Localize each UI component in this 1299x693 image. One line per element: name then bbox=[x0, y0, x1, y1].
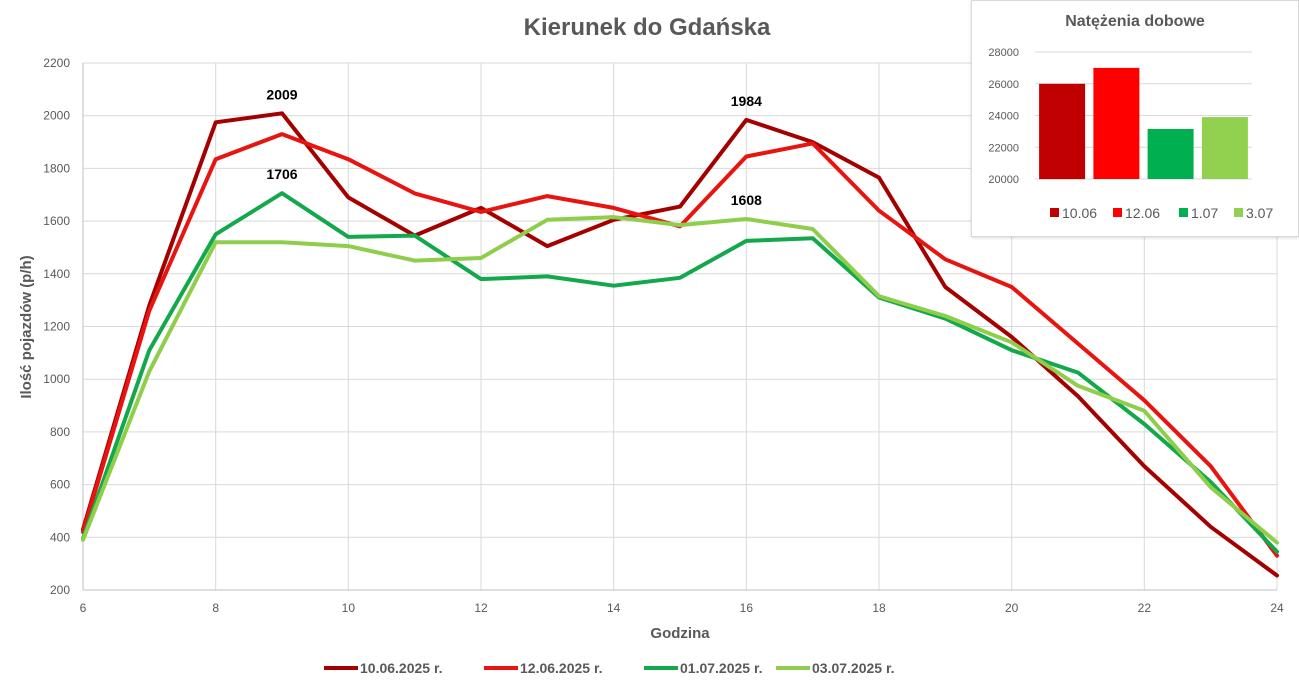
y-tick-label: 1600 bbox=[43, 214, 70, 228]
daily-volume-inset-chart: Natężenia dobowe 20000 22000 24000 26000 280… bbox=[971, 0, 1299, 237]
y-tick-label: 200 bbox=[50, 583, 70, 597]
legend: 10.06.2025 r. 12.06.2025 r. 01.07.2025 r. 0… bbox=[324, 660, 895, 676]
legend-item: 10.06.2025 r. bbox=[324, 660, 443, 676]
y-tick-label: 400 bbox=[50, 530, 70, 544]
x-tick-label: 22 bbox=[1138, 601, 1152, 615]
inset-legend-swatch bbox=[1234, 208, 1243, 217]
inset-y-tick-label: 22000 bbox=[988, 142, 1019, 154]
y-tick-label: 2200 bbox=[43, 56, 70, 70]
x-tick-label: 6 bbox=[80, 601, 87, 615]
inset-legend-label: 3.07 bbox=[1246, 205, 1273, 221]
data-label: 2009 bbox=[266, 86, 297, 102]
y-tick-label: 600 bbox=[50, 478, 70, 492]
x-tick-label: 12 bbox=[474, 601, 488, 615]
legend-item: 03.07.2025 r. bbox=[776, 660, 895, 676]
inset-legend-item: 10.06 bbox=[1050, 205, 1097, 221]
inset-bar bbox=[1147, 129, 1194, 179]
x-tick-label: 24 bbox=[1270, 601, 1284, 615]
legend-item: 12.06.2025 r. bbox=[484, 660, 603, 676]
y-tick-label: 1400 bbox=[43, 267, 70, 281]
inset-bar bbox=[1201, 117, 1248, 179]
inset-legend-item: 3.07 bbox=[1234, 205, 1273, 221]
inset-y-tick-label: 24000 bbox=[988, 111, 1019, 123]
y-tick-label: 1800 bbox=[43, 161, 70, 175]
inset-y-tick-label: 26000 bbox=[988, 79, 1019, 91]
inset-legend-label: 1.07 bbox=[1191, 205, 1218, 221]
y-axis-title: Ilość pojazdów (p/h) bbox=[18, 255, 35, 398]
y-tick-label: 800 bbox=[50, 425, 70, 439]
y-tick-label: 1000 bbox=[43, 372, 70, 386]
inset-legend-swatch bbox=[1113, 208, 1122, 217]
x-tick-label: 8 bbox=[212, 601, 219, 615]
x-tick-label: 16 bbox=[740, 601, 754, 615]
legend-item: 01.07.2025 r. bbox=[644, 660, 763, 676]
axes: 200 400 600 800 1000 1200 1400 1600 1800 2000 2200… bbox=[43, 56, 1284, 615]
inset-legend-item: 12.06 bbox=[1113, 205, 1160, 221]
x-tick-label: 20 bbox=[1005, 601, 1019, 615]
data-labels: 2009 1706 1984 1608 bbox=[266, 86, 762, 208]
x-tick-label: 14 bbox=[607, 601, 621, 615]
series-line-1 bbox=[81, 111, 1279, 578]
inset-bar bbox=[1039, 83, 1086, 180]
inset-bar bbox=[1093, 67, 1140, 179]
series-lines bbox=[81, 111, 1279, 578]
data-label: 1706 bbox=[266, 166, 297, 182]
inset-legend-swatch bbox=[1179, 208, 1188, 217]
chart-title: Kierunek do Gdańska bbox=[524, 14, 771, 41]
inset-chart-title: Natężenia dobowe bbox=[1065, 13, 1205, 30]
inset-legend: 10.06 12.06 1.07 3.07 bbox=[1050, 205, 1273, 221]
series-line-4 bbox=[81, 215, 1279, 545]
inset-bars bbox=[1039, 67, 1248, 180]
data-label: 1984 bbox=[731, 93, 762, 109]
inset-y-tick-label: 20000 bbox=[988, 174, 1019, 186]
x-tick-label: 10 bbox=[342, 601, 356, 615]
data-label: 1608 bbox=[731, 192, 762, 208]
y-tick-label: 1200 bbox=[43, 320, 70, 334]
inset-legend-label: 10.06 bbox=[1062, 205, 1097, 221]
x-axis-title: Godzina bbox=[650, 625, 710, 642]
y-tick-label: 2000 bbox=[43, 109, 70, 123]
legend-label: 12.06.2025 r. bbox=[520, 660, 603, 676]
legend-label: 03.07.2025 r. bbox=[812, 660, 895, 676]
legend-label: 01.07.2025 r. bbox=[680, 660, 763, 676]
x-tick-label: 18 bbox=[872, 601, 886, 615]
inset-legend-swatch bbox=[1050, 208, 1059, 217]
legend-label: 10.06.2025 r. bbox=[360, 660, 443, 676]
series-line-3 bbox=[81, 191, 1279, 554]
inset-legend-label: 12.06 bbox=[1125, 205, 1160, 221]
inset-y-tick-label: 28000 bbox=[988, 47, 1019, 59]
inset-legend-item: 1.07 bbox=[1179, 205, 1218, 221]
